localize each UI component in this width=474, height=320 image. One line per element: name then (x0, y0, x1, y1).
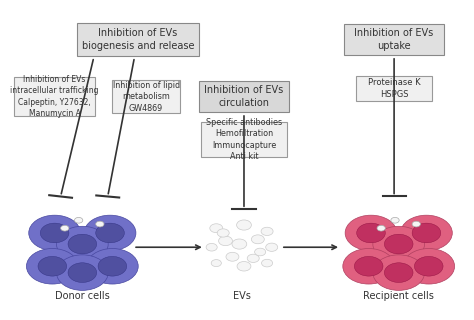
Circle shape (232, 239, 247, 249)
Circle shape (412, 221, 420, 227)
Circle shape (96, 221, 104, 227)
Circle shape (237, 261, 251, 271)
Circle shape (384, 263, 413, 283)
Text: Specific antibodies
Hemofiltration
Immunocapture
Anti kit: Specific antibodies Hemofiltration Immun… (206, 118, 282, 161)
Text: Inhibition of EVs
circulation: Inhibition of EVs circulation (204, 85, 283, 108)
Circle shape (217, 229, 229, 237)
Circle shape (29, 215, 81, 251)
Circle shape (355, 256, 383, 276)
Text: Recipient cells: Recipient cells (363, 291, 434, 301)
Text: Inhibition of EVs
uptake: Inhibition of EVs uptake (355, 28, 434, 51)
Circle shape (211, 260, 221, 267)
Circle shape (373, 255, 425, 290)
Text: Donor cells: Donor cells (55, 291, 109, 301)
Circle shape (403, 249, 455, 284)
Circle shape (262, 259, 273, 267)
Circle shape (40, 223, 69, 243)
Circle shape (68, 234, 97, 254)
Circle shape (261, 227, 273, 236)
Circle shape (96, 223, 124, 243)
Circle shape (345, 215, 397, 251)
Circle shape (356, 223, 385, 243)
Circle shape (237, 220, 251, 230)
Circle shape (27, 249, 78, 284)
Circle shape (401, 215, 452, 251)
Circle shape (86, 249, 138, 284)
FancyBboxPatch shape (77, 23, 199, 56)
Text: Proteinase K
HSPGS: Proteinase K HSPGS (368, 78, 420, 99)
Circle shape (412, 223, 441, 243)
FancyBboxPatch shape (356, 76, 432, 101)
FancyBboxPatch shape (112, 80, 180, 113)
Circle shape (84, 215, 136, 251)
Circle shape (61, 225, 69, 231)
FancyBboxPatch shape (199, 81, 289, 112)
Circle shape (377, 225, 385, 231)
Circle shape (226, 252, 239, 261)
Circle shape (98, 256, 127, 276)
Circle shape (384, 234, 413, 254)
Circle shape (74, 217, 83, 223)
Circle shape (206, 244, 217, 251)
Circle shape (56, 226, 108, 262)
Circle shape (68, 263, 97, 283)
Circle shape (266, 243, 278, 252)
Circle shape (56, 255, 108, 290)
Circle shape (255, 248, 266, 256)
FancyBboxPatch shape (14, 77, 95, 116)
Text: Inhibition of lipid
metabolism
GW4869: Inhibition of lipid metabolism GW4869 (112, 81, 180, 113)
Circle shape (373, 226, 425, 262)
Circle shape (251, 235, 264, 244)
FancyBboxPatch shape (345, 24, 444, 55)
Text: EVs: EVs (233, 291, 251, 301)
Circle shape (414, 256, 443, 276)
Text: Inhibition of EVs
intracellular trafficking
Calpeptin, Y27632,
Manumycin A: Inhibition of EVs intracellular traffick… (10, 75, 99, 118)
Circle shape (391, 217, 399, 223)
Circle shape (38, 256, 67, 276)
FancyBboxPatch shape (201, 122, 287, 156)
Circle shape (210, 224, 223, 233)
Circle shape (343, 249, 394, 284)
Circle shape (247, 254, 259, 262)
Circle shape (219, 236, 232, 246)
Text: Inhibition of EVs
biogenesis and release: Inhibition of EVs biogenesis and release (82, 28, 194, 51)
